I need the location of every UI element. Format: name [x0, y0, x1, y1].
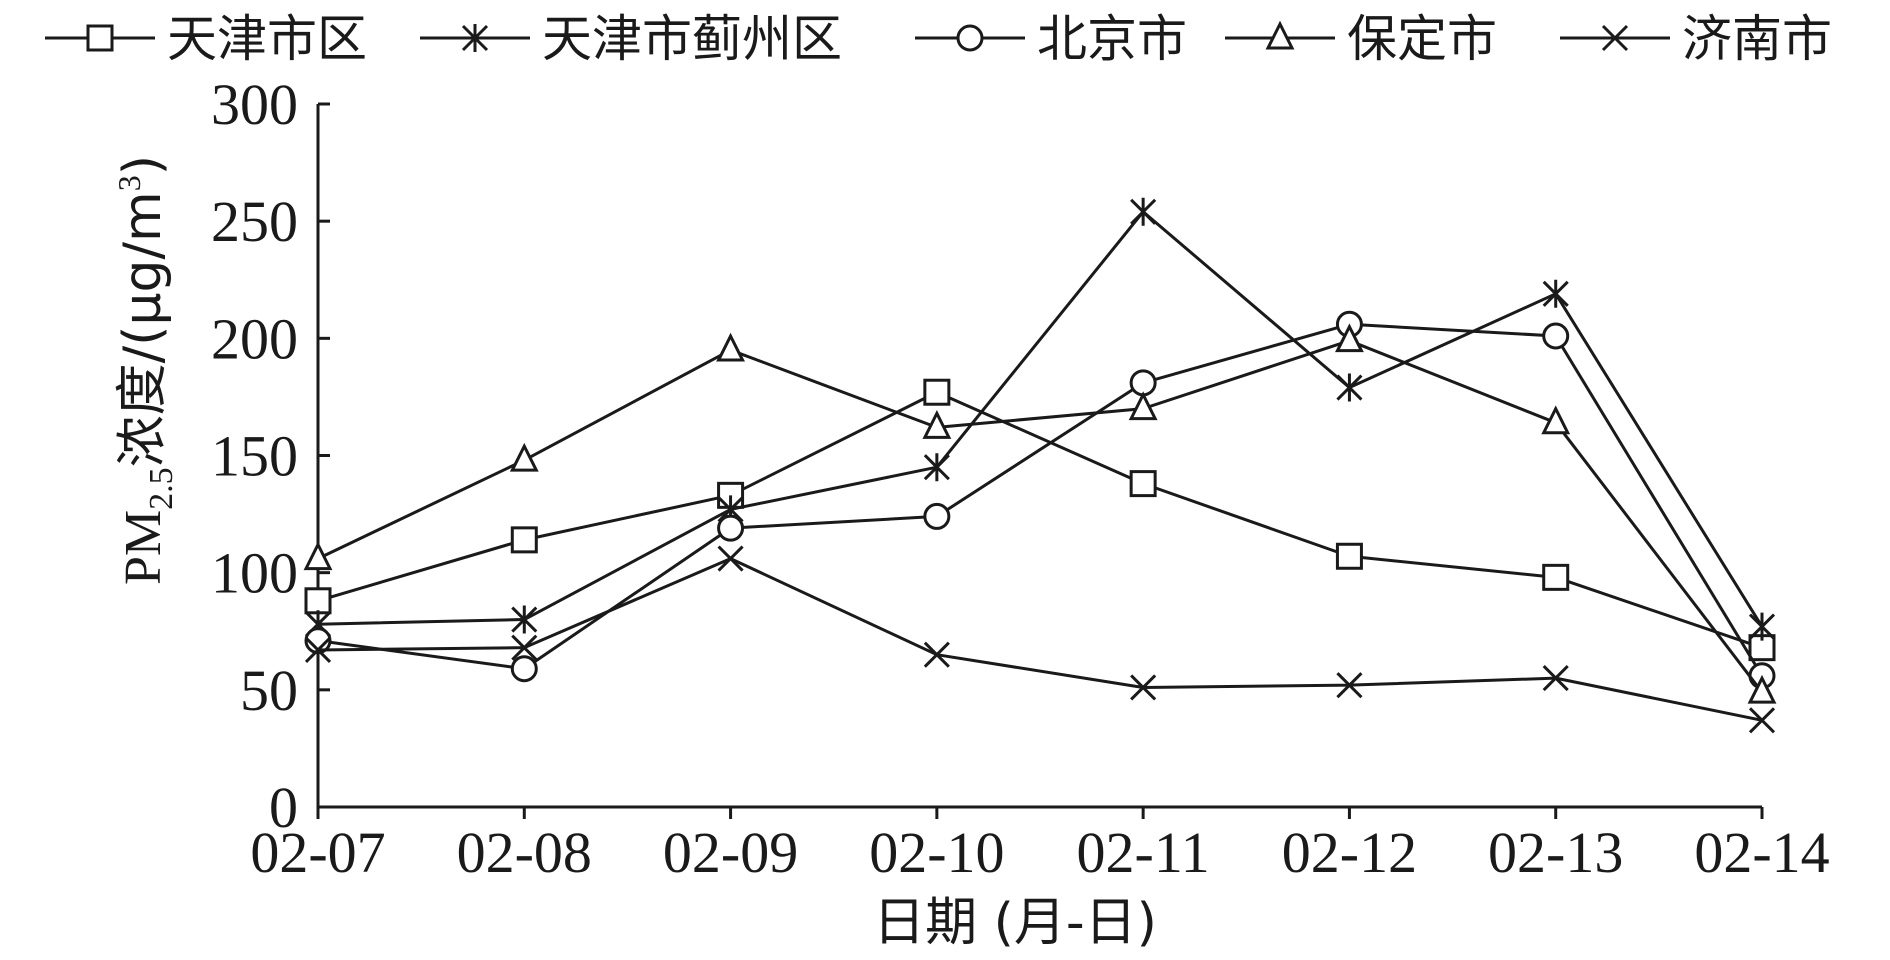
data-point-triangle — [1128, 391, 1158, 421]
data-point-square — [1335, 542, 1363, 570]
legend-item: 天津市区 — [45, 10, 367, 68]
data-point-square — [1129, 470, 1157, 498]
data-point-triangle — [1747, 674, 1777, 704]
y-axis-title-subscript: 2.5 — [143, 467, 180, 510]
legend-swatch-marker — [1265, 20, 1295, 50]
y-axis-title-text: 浓度/(μg/m — [113, 191, 173, 467]
data-point-x — [1748, 707, 1776, 734]
x-tick-label: 02-13 — [1488, 820, 1623, 885]
data-point-square — [510, 526, 538, 554]
data-point-circle — [1542, 322, 1570, 350]
data-point-circle — [304, 627, 332, 655]
data-point-x — [923, 641, 950, 668]
data-point-circle — [923, 502, 951, 530]
legend-item: 济南市 — [1560, 10, 1832, 68]
series-line — [317, 339, 1764, 694]
x-axis-ticks: 02-07 02-08 02-09 02-10 02-11 02-12 02-13 02-14 — [250, 807, 1830, 885]
data-point-asterisk — [923, 453, 950, 482]
y-tick-label: 150 — [211, 424, 298, 489]
data-point-x — [304, 636, 332, 664]
data-point-triangle — [1541, 405, 1571, 435]
y-axis-title-suffix: ) — [113, 155, 173, 175]
data-point-square — [304, 587, 332, 615]
x-tick-label: 02-14 — [1694, 820, 1829, 885]
y-tick-label: 100 — [211, 541, 298, 606]
legend-swatch-marker — [461, 24, 489, 52]
legend-label: 济南市 — [1682, 10, 1832, 68]
data-point-x — [717, 545, 744, 572]
data-point-asterisk — [1336, 373, 1363, 402]
data-point-triangle — [1335, 323, 1364, 353]
data-point-asterisk — [1748, 612, 1776, 641]
y-tick-label: 0 — [269, 775, 298, 840]
series-line — [317, 390, 1763, 650]
legend-item: 天津市蓟州区 — [420, 10, 842, 68]
legend: 天津市区 天津市蓟州区 北京市 保定市 济南市 — [45, 10, 1832, 68]
series-asterisk — [304, 197, 1776, 641]
series-triangle — [303, 323, 1777, 704]
legend-item: 保定市 — [1225, 10, 1497, 68]
data-point-triangle — [509, 442, 539, 472]
data-point-circle — [717, 514, 745, 542]
x-tick-label: 02-08 — [457, 820, 592, 885]
data-point-triangle — [922, 410, 952, 439]
legend-label: 保定市 — [1347, 10, 1497, 68]
y-axis-title: PM2.5浓度/(μg/m3) — [111, 155, 180, 585]
data-point-triangle — [303, 541, 333, 571]
x-tick-label: 02-10 — [869, 820, 1004, 885]
y-tick-label: 300 — [211, 72, 298, 137]
series-layer — [303, 197, 1777, 734]
legend-swatch-marker — [1601, 24, 1629, 52]
series-line — [317, 557, 1763, 722]
series-line — [317, 210, 1764, 628]
x-tick-label: 02-07 — [250, 820, 385, 885]
y-tick-label: 200 — [211, 306, 298, 371]
x-tick-label: 02-12 — [1282, 820, 1417, 885]
data-point-asterisk — [1130, 197, 1157, 226]
data-point-x — [511, 634, 538, 661]
data-point-circle — [510, 655, 538, 683]
series-x — [304, 545, 1776, 734]
series-line — [317, 322, 1764, 677]
data-point-x — [1336, 672, 1363, 699]
data-point-x — [1130, 674, 1157, 701]
x-tick-label: 02-11 — [1077, 820, 1210, 885]
data-point-x — [1542, 665, 1569, 692]
legend-swatch-marker — [86, 24, 114, 52]
data-point-triangle — [716, 332, 745, 362]
legend-label: 北京市 — [1037, 10, 1187, 68]
y-axis-title-superscript: 3 — [111, 175, 147, 191]
y-axis-title-prefix: PM — [115, 510, 172, 585]
data-point-asterisk — [511, 605, 538, 634]
x-tick-label: 02-09 — [663, 820, 798, 885]
legend-item: 北京市 — [915, 10, 1187, 68]
legend-swatch-marker — [956, 24, 984, 52]
series-circle — [304, 310, 1776, 690]
legend-label: 天津市区 — [167, 10, 367, 68]
y-tick-label: 50 — [240, 658, 298, 723]
y-axis-ticks: 0 50 100 150 200 250 300 — [211, 72, 330, 840]
data-point-circle — [1129, 369, 1157, 397]
data-point-square — [923, 378, 951, 406]
series-square — [304, 378, 1776, 662]
legend-label: 天津市蓟州区 — [542, 10, 842, 68]
x-axis-title: 日期 (月-日) — [873, 893, 1157, 953]
data-point-asterisk — [1542, 279, 1569, 308]
data-point-square — [1542, 563, 1570, 591]
y-tick-label: 250 — [211, 189, 298, 254]
